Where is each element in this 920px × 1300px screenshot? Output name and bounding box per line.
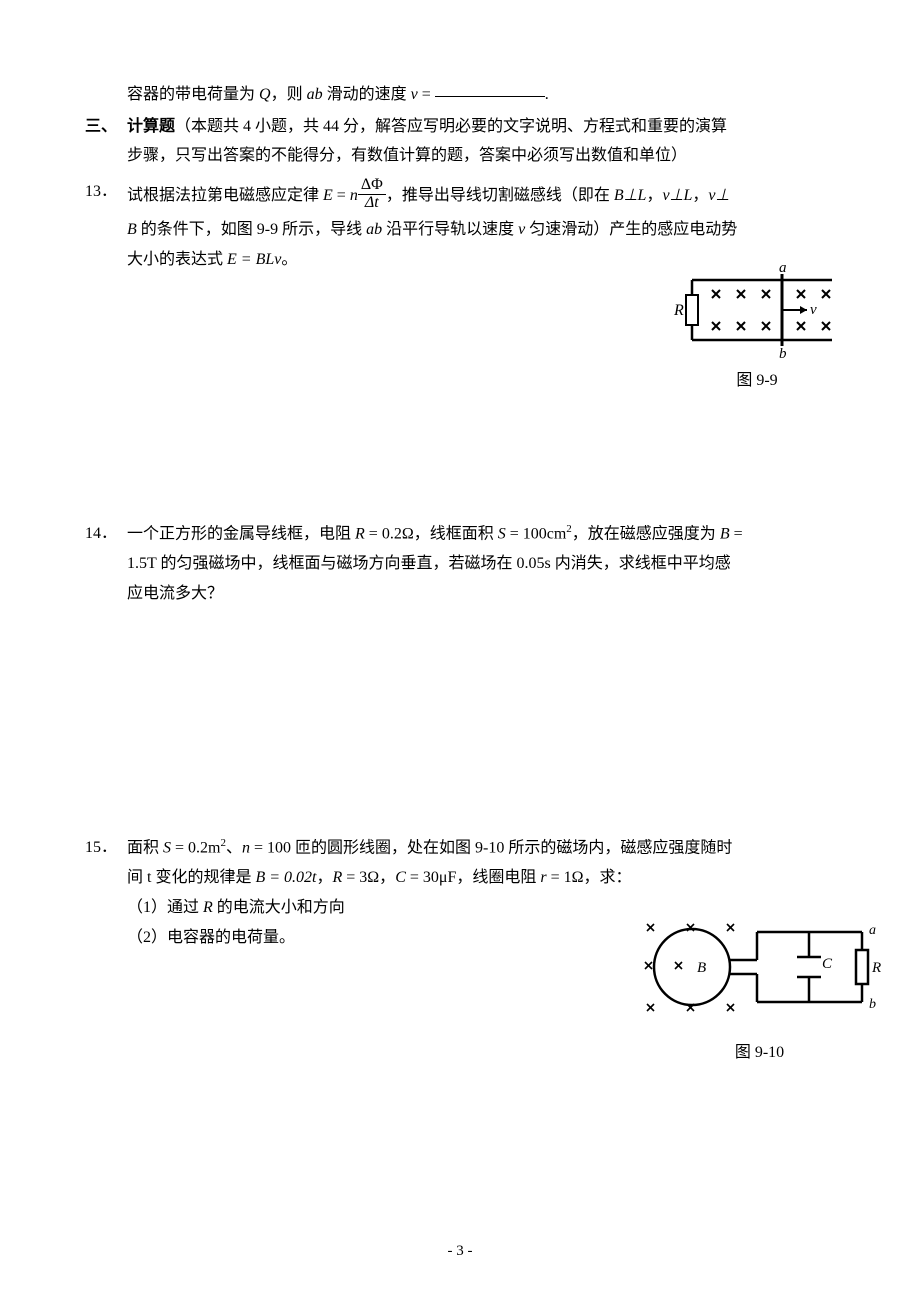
expr: E = BLv: [227, 251, 281, 268]
var-R: R: [355, 526, 365, 543]
section-label: 三、: [85, 112, 127, 142]
label-R: R: [673, 302, 684, 319]
q14-line2: 1.5T 的匀强磁场中，线框面与磁场方向垂直，若磁场在 0.05s 内消失，求线…: [127, 549, 835, 579]
fill-blank[interactable]: [435, 95, 545, 97]
fig910-svg: B C R a b: [637, 912, 882, 1027]
var-n: n: [350, 187, 358, 204]
text: ，则: [271, 86, 307, 103]
text: 滑动的速度: [323, 86, 411, 103]
q14-body: 一个正方形的金属导线框，电阻 R = 0.2Ω，线框面积 S = 100cm2，…: [127, 519, 835, 608]
eq: =: [333, 187, 350, 204]
q13-line2: B 的条件下，如图 9-9 所示，导线 ab 沿平行导轨以速度 v 匀速滑动）产…: [127, 215, 835, 245]
var-C: C: [395, 869, 406, 886]
label-v: v: [810, 302, 817, 318]
q14-line1: 一个正方形的金属导线框，电阻 R = 0.2Ω，线框面积 S = 100cm2，…: [127, 519, 835, 549]
q13-number: 13．: [85, 177, 127, 207]
page-number: - 3 -: [0, 1243, 920, 1260]
frac-num: ΔΦ: [358, 177, 386, 195]
q14: 14． 一个正方形的金属导线框，电阻 R = 0.2Ω，线框面积 S = 100…: [85, 519, 835, 608]
text: ，推导出导线切割磁感线（即在: [386, 187, 614, 204]
var-ab: ab: [307, 86, 323, 103]
eq: =: [730, 526, 743, 543]
var-E: E: [323, 187, 333, 204]
comma: ，: [646, 187, 662, 204]
text: 、: [226, 840, 242, 857]
section-desc-a: （本题共 4 小题，共 44 分，解答应写明必要的文字说明、方程式和重要的演算: [175, 118, 727, 135]
label-a: a: [779, 260, 787, 276]
q14-number: 14．: [85, 519, 127, 549]
section-title: 计算题: [127, 118, 175, 135]
text: 。: [281, 251, 297, 268]
q15-line2: 间 t 变化的规律是 B = 0.02t，R = 3Ω，C = 30μF，线圈电…: [127, 863, 835, 893]
text: 面积: [127, 840, 163, 857]
label-b: b: [779, 346, 787, 360]
text: 大小的表达式: [127, 251, 227, 268]
text: 的电流大小和方向: [213, 899, 345, 916]
label-b: b: [869, 997, 876, 1012]
label-B: B: [697, 960, 706, 976]
text: 容器的带电荷量为: [127, 86, 259, 103]
label-C: C: [822, 956, 833, 972]
text: = 100cm: [506, 526, 567, 543]
var-B: B: [720, 526, 730, 543]
text: ，: [316, 869, 332, 886]
cond: v⊥: [708, 187, 729, 204]
q15-line1: 面积 S = 0.2m2、n = 100 匝的圆形线圈，处在如图 9-10 所示…: [127, 833, 835, 863]
var-ab: ab: [366, 221, 382, 238]
var-S: S: [163, 840, 171, 857]
var-R: R: [332, 869, 342, 886]
text: 沿平行导轨以速度: [382, 221, 518, 238]
comma: ，: [692, 187, 708, 204]
frac-den: Δt: [358, 195, 386, 212]
text: = 3Ω，: [342, 869, 395, 886]
page: 容器的带电荷量为 Q，则 ab 滑动的速度 v = . 三、 计算题（本题共 4…: [0, 0, 920, 1300]
q13-line1: 试根据法拉第电磁感应定律 E = nΔΦΔt，推导出导线切割磁感线（即在 B⊥L…: [127, 177, 835, 215]
equals: =: [418, 86, 435, 103]
fig910-caption: 图 9-10: [637, 1038, 882, 1062]
period: .: [545, 86, 549, 103]
fig99-caption: 图 9-9: [672, 366, 842, 390]
var-n: n: [242, 840, 250, 857]
text: 的条件下，如图 9-9 所示，导线: [137, 221, 366, 238]
eq-B: B = 0.02t: [255, 869, 316, 886]
text: ，放在磁感应强度为: [572, 526, 720, 543]
var-v: v: [411, 86, 418, 103]
fig99-svg: R a b v: [672, 260, 842, 360]
text: （1）通过: [127, 899, 203, 916]
text: 匀速滑动）产生的感应电动势: [525, 221, 737, 238]
text: = 0.2m: [171, 840, 220, 857]
var-Q: Q: [259, 86, 271, 103]
var-B: B: [127, 221, 137, 238]
q14-line3: 应电流多大？: [127, 579, 835, 609]
figure-9-9: R a b v 图 9-9: [672, 260, 842, 390]
label-a: a: [869, 923, 876, 938]
text: = 100 匝的圆形线圈，处在如图 9-10 所示的磁场内，磁感应强度随时: [250, 840, 732, 857]
cond: v⊥L: [662, 187, 692, 204]
figure-9-10: B C R a b 图 9-10: [637, 912, 882, 1062]
section-desc-b: 步骤，只写出答案的不能得分，有数值计算的题，答案中必须写出数值和单位）: [127, 141, 835, 171]
section-desc: 计算题（本题共 4 小题，共 44 分，解答应写明必要的文字说明、方程式和重要的…: [127, 112, 835, 171]
var-R: R: [203, 899, 213, 916]
q15-number: 15．: [85, 833, 127, 863]
cond: B⊥L: [614, 187, 647, 204]
var-S: S: [498, 526, 506, 543]
text: = 0.2Ω，线框面积: [365, 526, 498, 543]
text: 试根据法拉第电磁感应定律: [127, 187, 323, 204]
section-3-header: 三、 计算题（本题共 4 小题，共 44 分，解答应写明必要的文字说明、方程式和…: [85, 112, 835, 171]
text: = 30μF，线圈电阻: [406, 869, 541, 886]
text: = 1Ω，求：: [547, 869, 632, 886]
label-R: R: [871, 960, 881, 976]
q12-tail-line: 容器的带电荷量为 Q，则 ab 滑动的速度 v = .: [85, 80, 835, 110]
text: 一个正方形的金属导线框，电阻: [127, 526, 355, 543]
text: 间 t 变化的规律是: [127, 869, 255, 886]
fraction: ΔΦΔt: [358, 177, 386, 212]
